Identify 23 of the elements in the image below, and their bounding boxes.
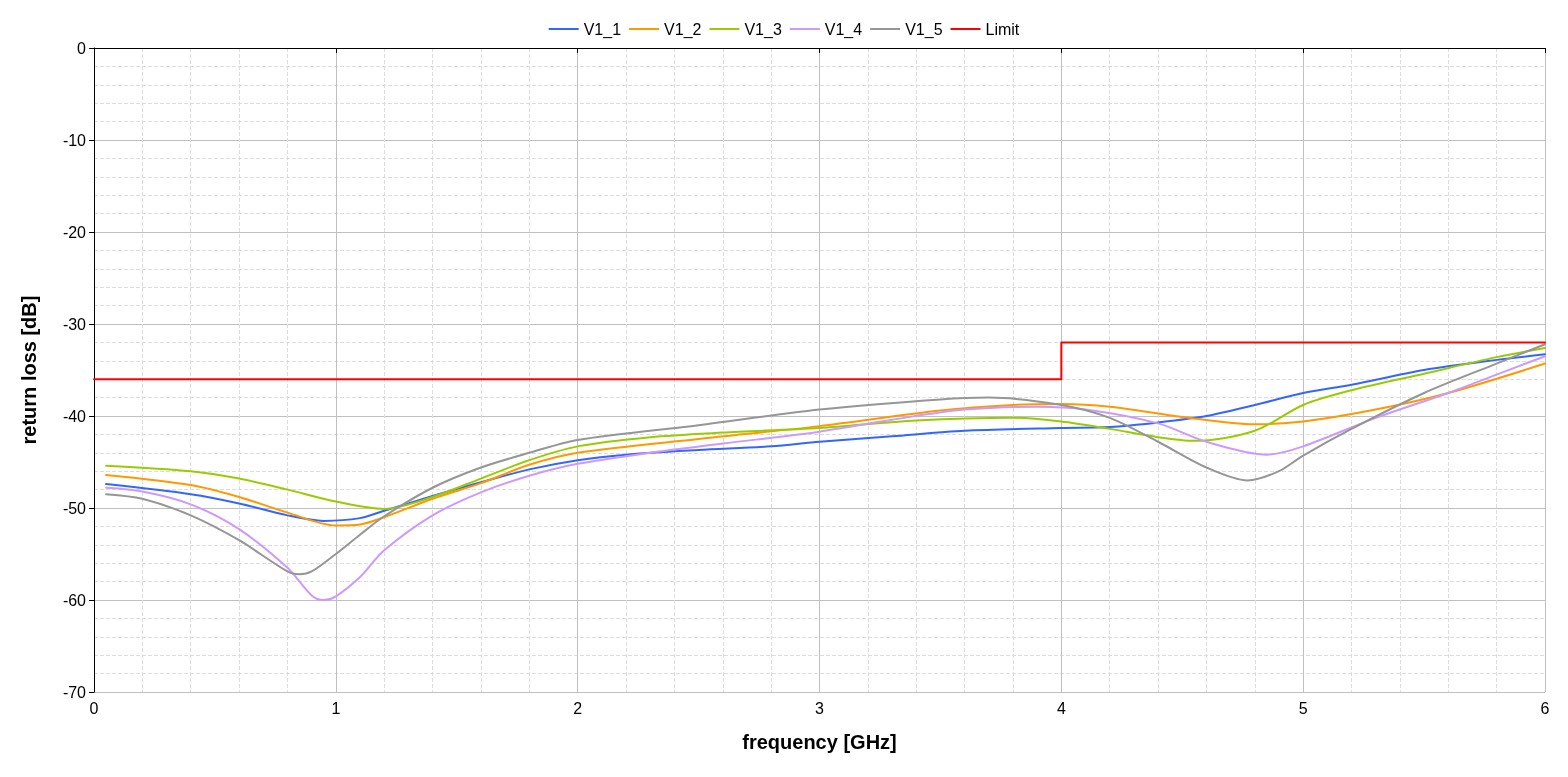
x-tick-label: 0 — [89, 699, 99, 717]
y-tick-label: -10 — [62, 131, 87, 149]
x-tick-label: 2 — [573, 699, 583, 717]
x-tick-label: 3 — [815, 699, 825, 717]
x-axis-title: frequency [GHz] — [742, 731, 897, 753]
y-tick-label: -30 — [62, 315, 87, 333]
legend-label: V1_5 — [905, 20, 943, 39]
y-tick-label: -20 — [62, 223, 87, 241]
legend-label: V1_2 — [664, 20, 702, 39]
x-tick-label: 1 — [331, 699, 341, 717]
legend-label: V1_4 — [824, 20, 863, 39]
y-tick-label: -60 — [62, 591, 87, 609]
y-tick-label: -70 — [62, 683, 87, 701]
y-tick-label: -40 — [62, 407, 87, 425]
y-tick-label: -50 — [62, 499, 87, 517]
legend-label: V1_3 — [744, 20, 782, 39]
x-tick-label: 6 — [1540, 699, 1550, 717]
legend-label: V1_1 — [583, 20, 622, 39]
x-tick-label: 5 — [1298, 699, 1308, 717]
y-axis-title: return loss [dB] — [18, 295, 40, 445]
x-tick-label: 4 — [1056, 699, 1066, 717]
y-tick-label: 0 — [77, 39, 87, 57]
legend-label: Limit — [985, 20, 1020, 38]
